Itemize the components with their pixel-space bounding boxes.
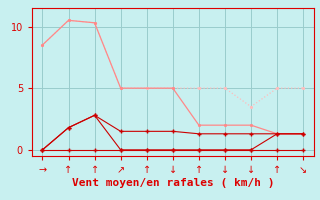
X-axis label: Vent moyen/en rafales ( km/h ): Vent moyen/en rafales ( km/h ) [72, 178, 274, 188]
